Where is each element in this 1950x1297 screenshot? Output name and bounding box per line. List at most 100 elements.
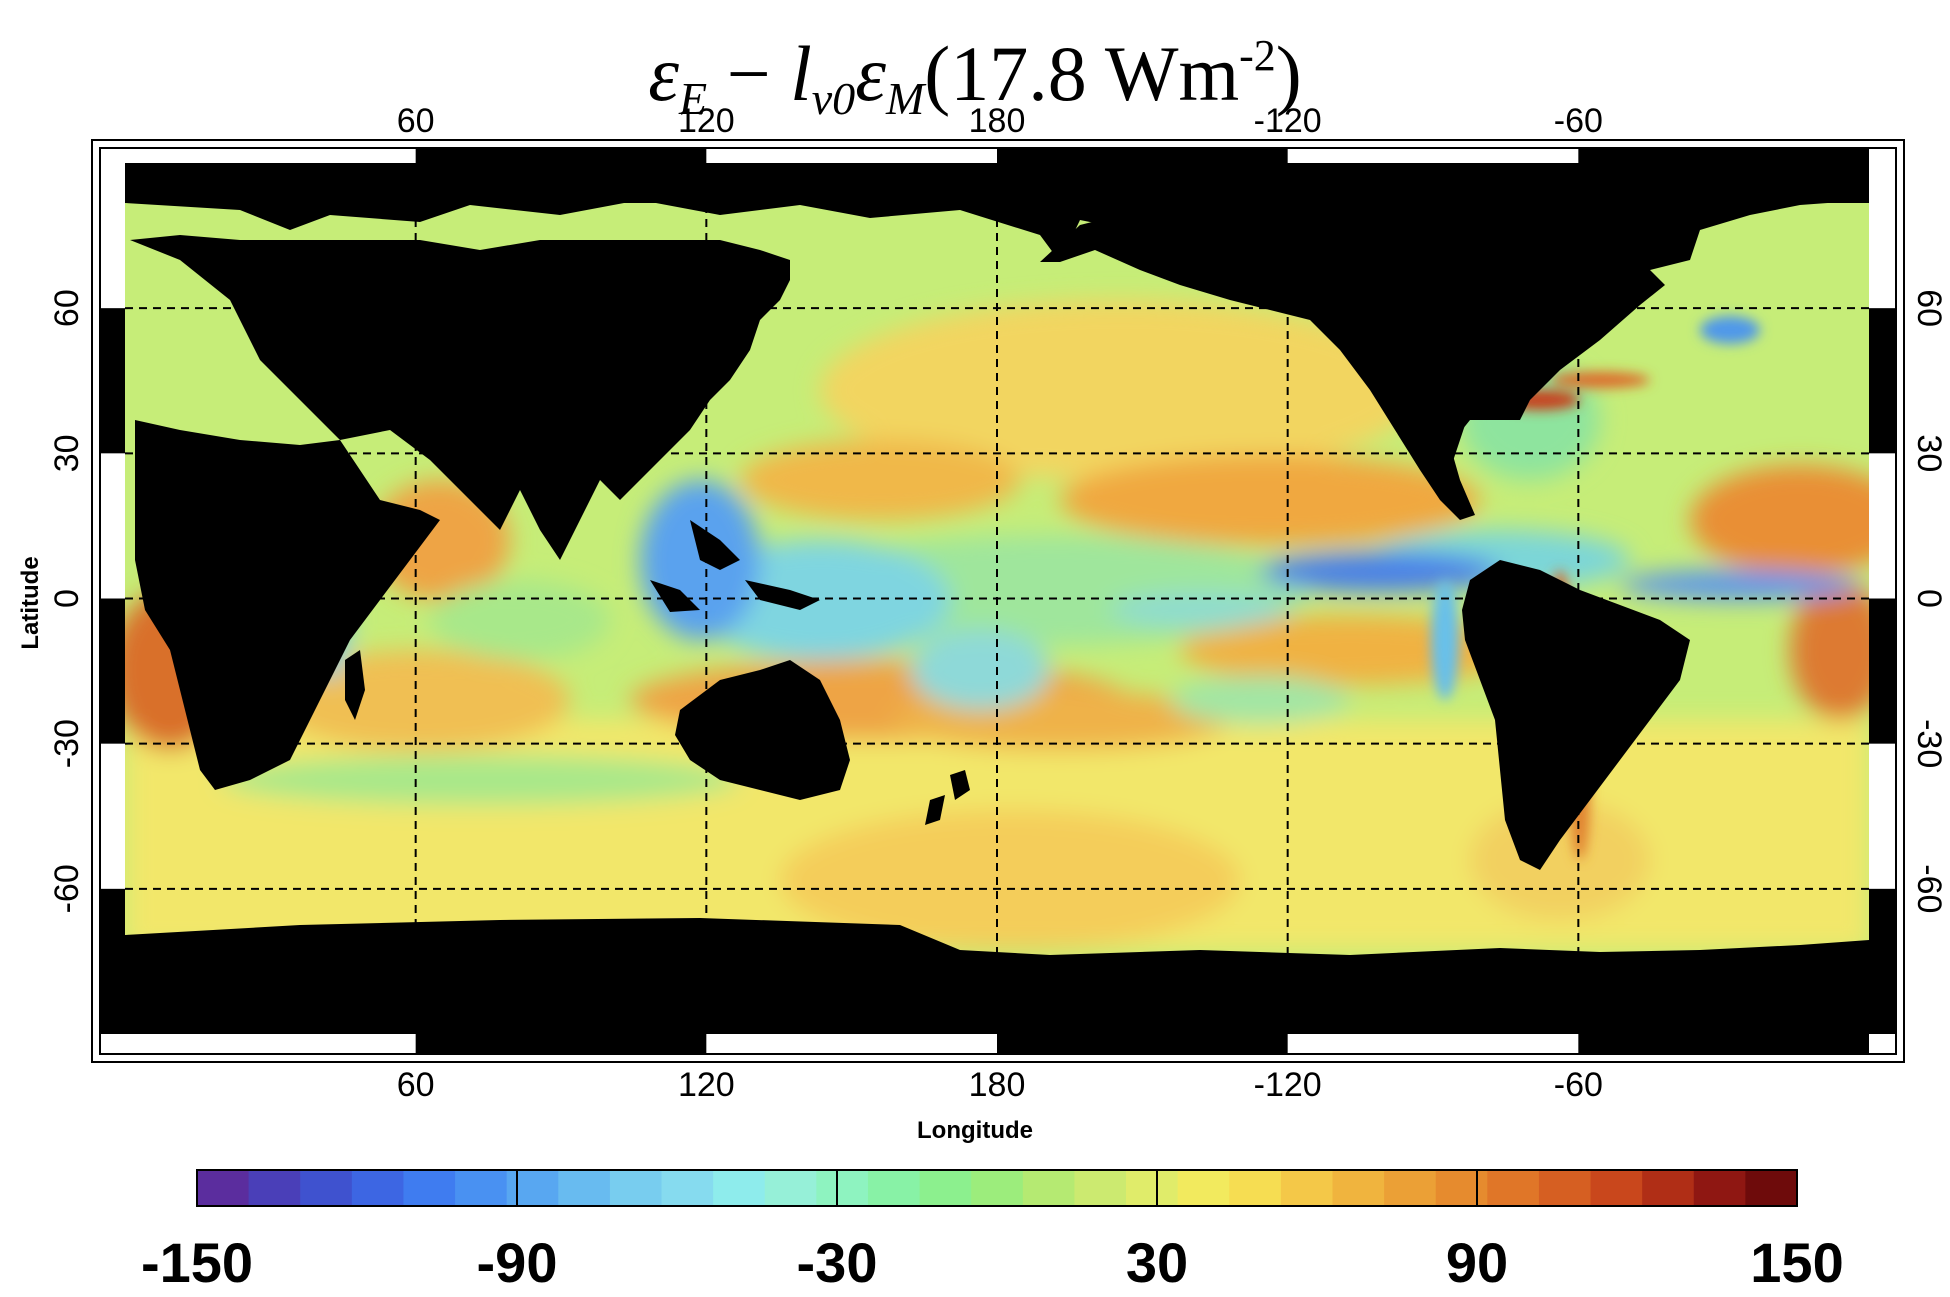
title-sub-e: E [678, 73, 708, 124]
title-exponent: -2 [1239, 31, 1276, 80]
lat-tick-label: 30 [1910, 434, 1948, 472]
lat-tick-label: -60 [1910, 864, 1948, 913]
colorbar-swatch [455, 1170, 508, 1206]
gridlines [125, 163, 1869, 1034]
lon-tick-label: 180 [969, 102, 1026, 140]
colorbar-swatch [1693, 1170, 1746, 1206]
colorbar-swatch [1538, 1170, 1592, 1206]
chart-title: εE − lv0εM(17.8 Wm-2) [0, 8, 1950, 147]
colorbar-swatch [1384, 1170, 1437, 1206]
lon-tick-label: 60 [397, 102, 435, 140]
lat-tick-label: 0 [48, 589, 86, 608]
colorbar-swatch [248, 1170, 301, 1206]
frame-checker-bars [100, 148, 1896, 1054]
africa [135, 420, 440, 790]
new-zealand [925, 770, 970, 825]
lat-tick-label: -60 [48, 864, 86, 913]
lat-tick-label: -30 [1910, 719, 1948, 768]
title-sub-v0: v0 [811, 73, 856, 124]
lat-ticks-right: 60 30 0 -30 -60 [1910, 289, 1948, 913]
colorbar-swatch [661, 1170, 714, 1206]
lon-ticks-bottom: 60 120 180 -120 -60 [397, 1066, 1603, 1104]
colorbar-swatch [713, 1170, 766, 1206]
colorbar-swatch [506, 1170, 559, 1206]
south-america [1462, 560, 1690, 870]
colorbar-swatch [1280, 1170, 1334, 1206]
lon-tick-label: -60 [1554, 1066, 1603, 1104]
colorbar-swatch [764, 1170, 817, 1206]
title-sub-m: M [885, 73, 925, 124]
colorbar-swatch [403, 1170, 456, 1206]
frame-bar-left [100, 598, 125, 744]
north-america [1040, 205, 1665, 520]
frame-bar-left [100, 888, 125, 1034]
colorbar-swatch [1126, 1170, 1179, 1206]
title-close: ) [1275, 30, 1302, 117]
colorbar-swatch [816, 1170, 869, 1206]
lat-ticks-left: 60 30 0 -30 -60 [48, 289, 86, 913]
map-plot-area [125, 163, 1869, 1034]
colorbar-tick-label: -90 [477, 1231, 558, 1294]
madagascar [345, 650, 365, 720]
lat-tick-label: 0 [1910, 589, 1948, 608]
colorbar-tick-label: 30 [1126, 1231, 1188, 1294]
frame-bar-top [415, 148, 707, 163]
maritime-continent [650, 520, 820, 612]
lon-tick-label: 120 [678, 102, 735, 140]
eurasia [130, 235, 790, 560]
x-axis-title: Longitude [917, 1117, 1033, 1144]
colorbar-swatch [1229, 1170, 1282, 1206]
colorbar-swatch [300, 1170, 353, 1206]
colorbar-tick-label: -150 [141, 1231, 253, 1294]
title-value: (17.8 Wm [924, 30, 1240, 117]
title-minus: − [707, 30, 791, 117]
colorbar-swatch [558, 1170, 611, 1206]
colorbar-swatch [1435, 1170, 1488, 1206]
frame-bar-bottom [997, 1034, 1288, 1054]
lon-tick-label: 60 [397, 1066, 435, 1104]
lat-tick-label: 60 [1910, 289, 1948, 327]
lon-tick-label: -120 [1254, 1066, 1322, 1104]
frame-bar-bottom [1578, 1034, 1869, 1054]
colorbar [196, 1169, 1798, 1207]
title-epsilon-m: ε [855, 30, 886, 117]
lon-tick-label: 120 [678, 1066, 735, 1104]
australia [675, 660, 850, 800]
title-epsilon-e: ε [648, 30, 679, 117]
colorbar-swatch [971, 1170, 1024, 1206]
y-axis-title: Latitude [17, 556, 44, 649]
colorbar-tick-label: 90 [1446, 1231, 1508, 1294]
colorbar-border [196, 1169, 1798, 1207]
colorbar-swatch [867, 1170, 921, 1206]
map-outer-frame [91, 139, 1905, 1063]
frame-bar-top [997, 148, 1288, 163]
colorbar-swatch [1177, 1170, 1230, 1206]
colorbar-swatch [609, 1170, 663, 1206]
lat-tick-label: 60 [48, 289, 86, 327]
frame-bar-right [1869, 308, 1896, 454]
lon-tick-label: -120 [1254, 102, 1322, 140]
lon-tick-label: 180 [969, 1066, 1026, 1104]
colorbar-swatch [1642, 1170, 1695, 1206]
lon-tick-label: -60 [1554, 102, 1603, 140]
colorbar-swatch [1487, 1170, 1540, 1206]
frame-bar-bottom [415, 1034, 707, 1054]
lat-tick-label: -30 [48, 719, 86, 768]
lat-tick-label: 30 [48, 434, 86, 472]
colorbar-swatch [1745, 1170, 1798, 1206]
colorbar-swatch [1074, 1170, 1127, 1206]
colorbar-ticks: -150 -90 -30 30 90 150 [141, 1170, 1844, 1294]
title-l: l [790, 30, 812, 117]
colorbar-tick-label: -30 [797, 1231, 878, 1294]
frame-bar-top [1578, 148, 1869, 163]
frame-bar-right [1869, 888, 1896, 1034]
colorbar-swatch [1332, 1170, 1385, 1206]
colorbar-swatch [919, 1170, 972, 1206]
frame-bar-right [1869, 598, 1896, 744]
colorbar-swatch [1590, 1170, 1643, 1206]
colorbar-tick-label: 150 [1750, 1231, 1843, 1294]
colorbar-swatch [197, 1170, 250, 1206]
frame-bar-left [100, 308, 125, 454]
colorbar-swatch [351, 1170, 405, 1206]
